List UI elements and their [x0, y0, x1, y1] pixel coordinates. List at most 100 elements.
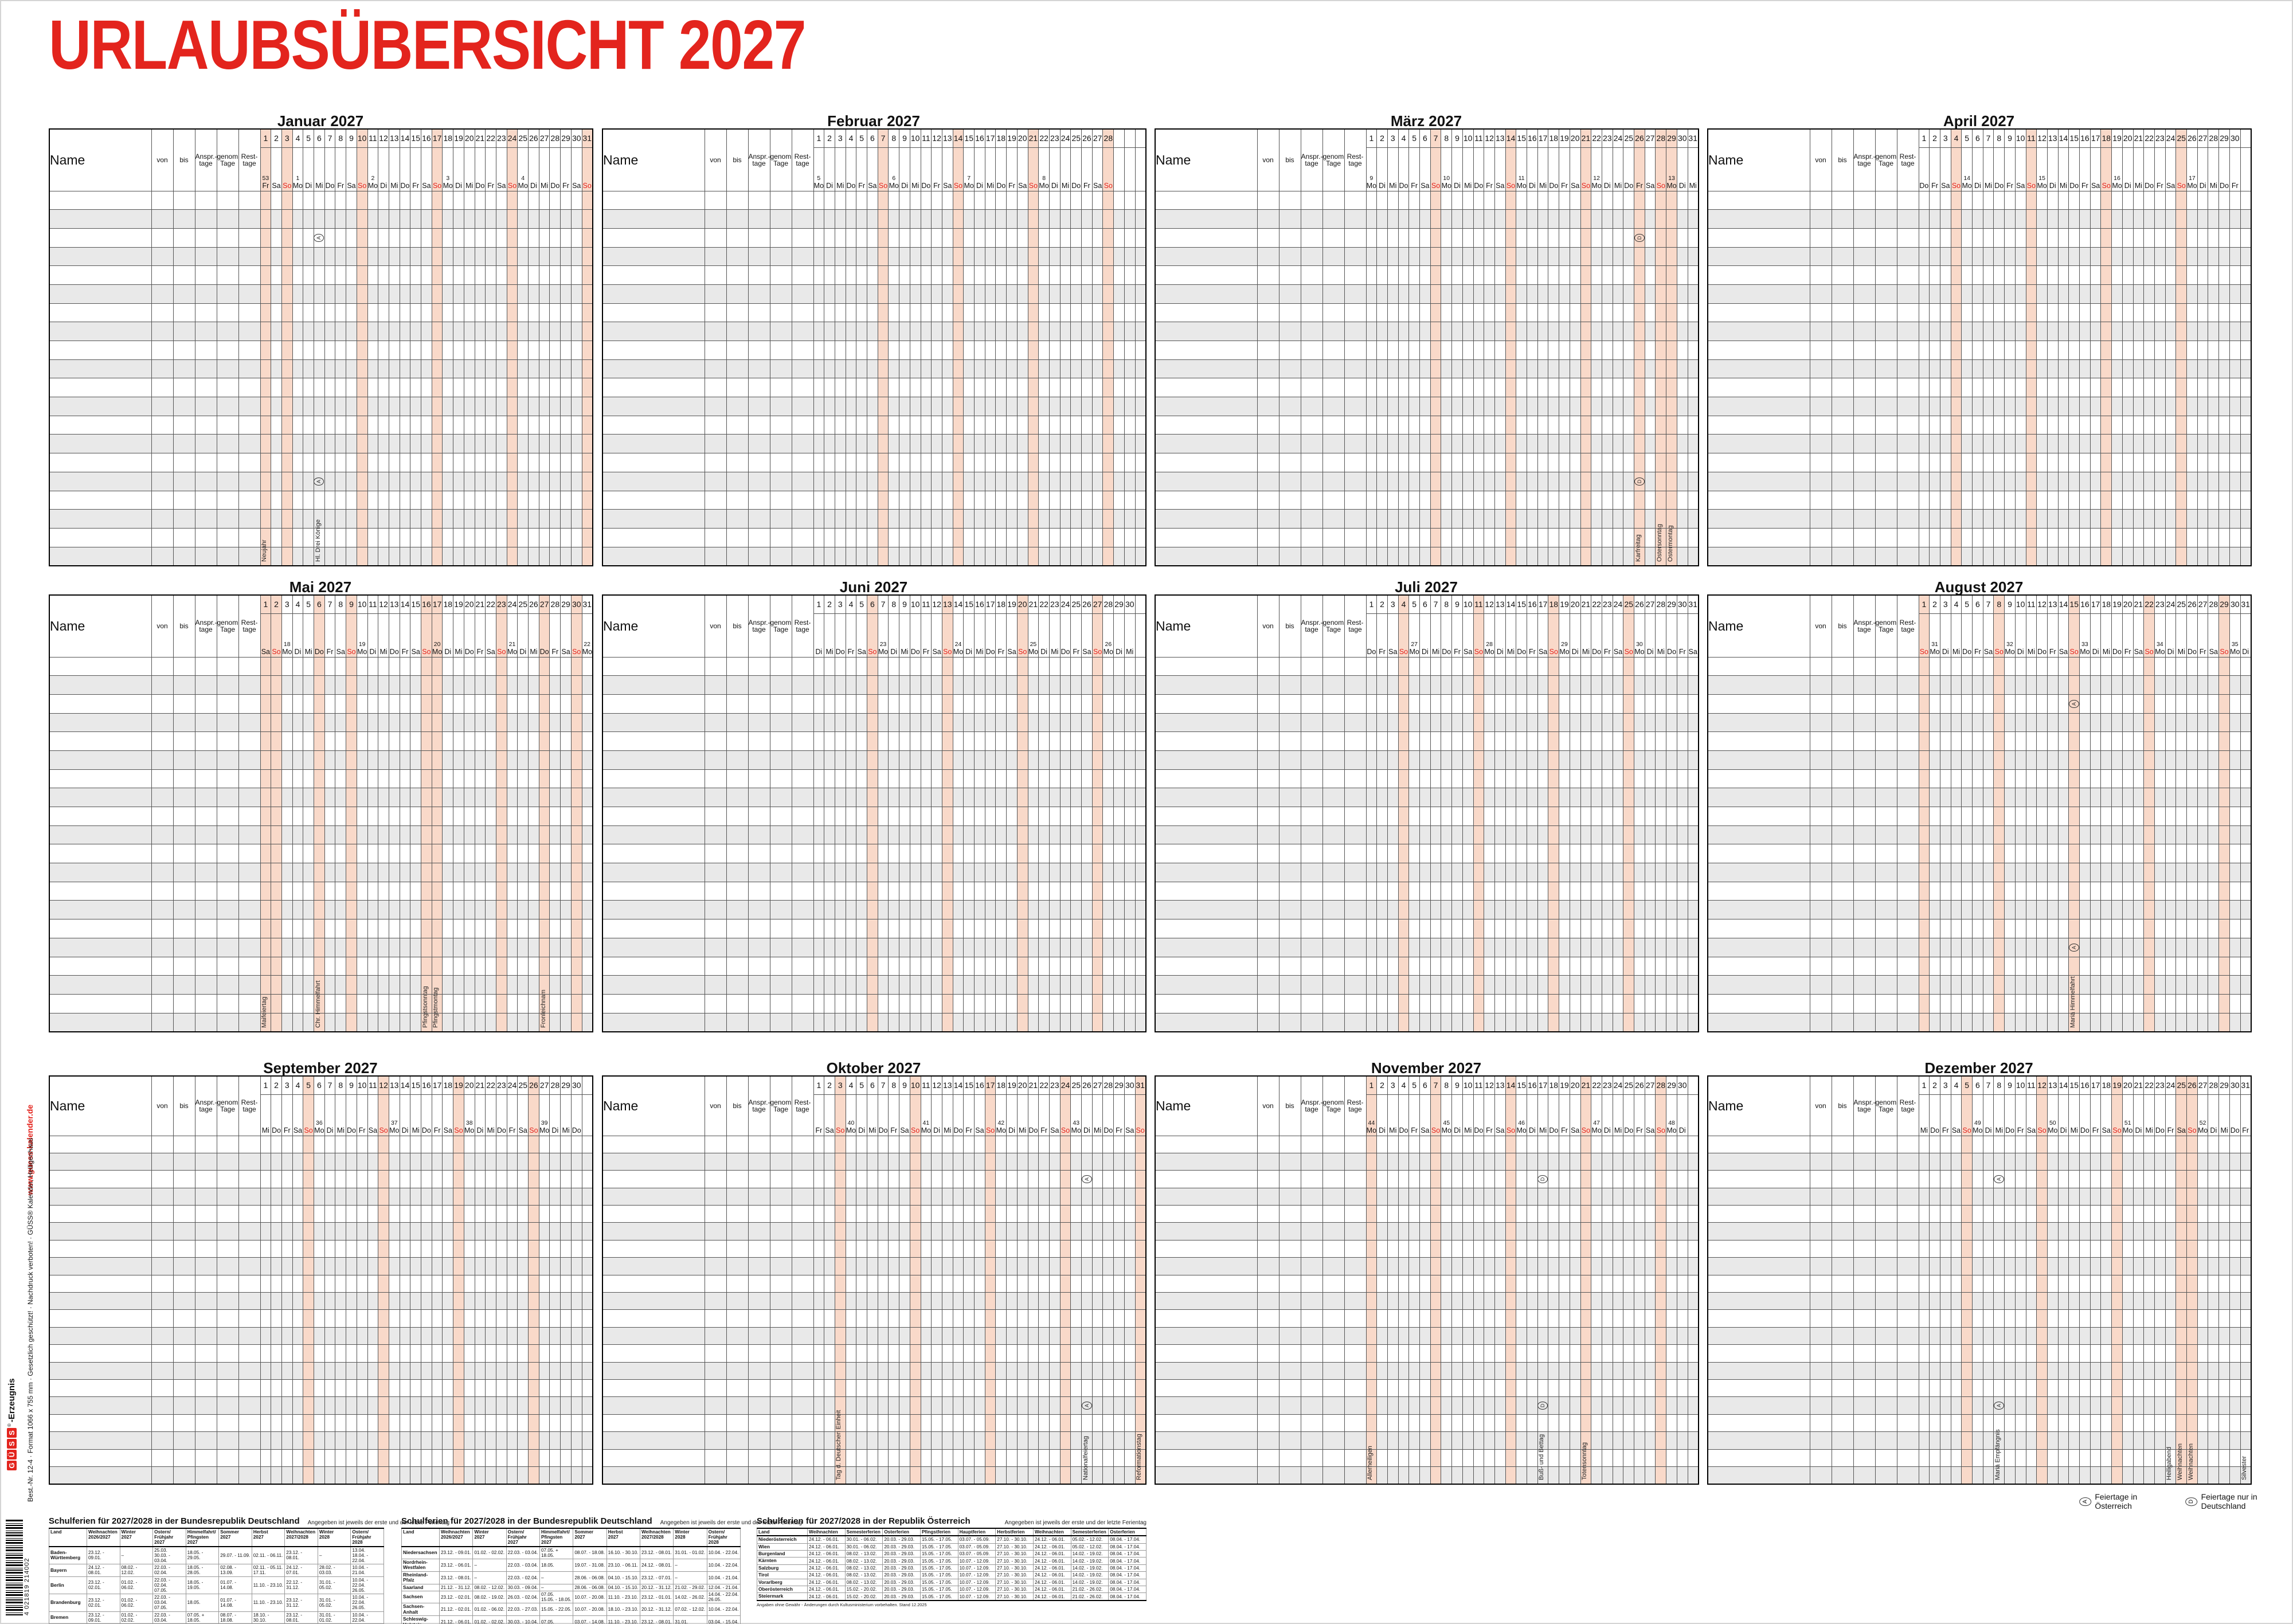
vacation-day-cell[interactable]: [1027, 284, 1039, 304]
vacation-day-cell[interactable]: [538, 415, 550, 435]
vacation-day-cell[interactable]: [824, 900, 835, 920]
employee-name-cell[interactable]: [602, 359, 705, 379]
vacation-day-cell[interactable]: [463, 341, 475, 360]
vacation-day-cell[interactable]: [581, 509, 593, 529]
vacation-day-cell[interactable]: [2014, 322, 2026, 341]
vacation-day-cell[interactable]: [941, 694, 953, 714]
vacation-day-cell[interactable]: [1027, 527, 1039, 547]
vacation-day-cell[interactable]: [399, 656, 411, 676]
vacation-day-cell[interactable]: [1124, 490, 1136, 510]
vacation-day-cell[interactable]: [538, 397, 550, 416]
vacation-summary-cell[interactable]: [1300, 265, 1323, 285]
vacation-day-cell[interactable]: [2068, 246, 2080, 267]
vacation-summary-cell[interactable]: [173, 713, 195, 733]
vacation-day-cell[interactable]: [856, 731, 868, 751]
vacation-summary-cell[interactable]: [216, 546, 239, 566]
vacation-day-cell[interactable]: [2165, 509, 2177, 529]
vacation-day-cell[interactable]: [1612, 228, 1624, 248]
vacation-day-cell[interactable]: [335, 397, 347, 416]
vacation-day-cell[interactable]: [356, 303, 368, 323]
vacation-day-cell[interactable]: [410, 956, 422, 976]
employee-name-cell[interactable]: [1155, 209, 1258, 229]
vacation-day-cell[interactable]: [1961, 527, 1973, 547]
vacation-day-cell[interactable]: [346, 190, 357, 210]
vacation-day-cell[interactable]: [421, 209, 432, 229]
vacation-summary-cell[interactable]: [194, 509, 217, 529]
vacation-day-cell[interactable]: [845, 807, 857, 826]
vacation-day-cell[interactable]: [324, 825, 336, 845]
vacation-day-cell[interactable]: [1124, 769, 1136, 789]
vacation-day-cell[interactable]: [1091, 656, 1104, 676]
vacation-day-cell[interactable]: [1059, 415, 1071, 435]
vacation-day-cell[interactable]: [1961, 322, 1973, 341]
vacation-day-cell[interactable]: [1376, 675, 1388, 695]
vacation-summary-cell[interactable]: [791, 881, 814, 901]
vacation-day-cell[interactable]: [1462, 471, 1474, 491]
vacation-summary-cell[interactable]: [791, 731, 814, 751]
vacation-day-cell[interactable]: [2229, 490, 2241, 510]
vacation-day-cell[interactable]: [2068, 303, 2080, 323]
employee-name-cell[interactable]: [1707, 341, 1810, 360]
employee-name-cell[interactable]: [49, 453, 152, 472]
vacation-day-cell[interactable]: [378, 378, 389, 398]
vacation-day-cell[interactable]: [813, 303, 825, 323]
vacation-day-cell[interactable]: [1124, 975, 1136, 995]
vacation-day-cell[interactable]: [346, 863, 357, 882]
vacation-day-cell[interactable]: [2229, 265, 2241, 285]
vacation-day-cell[interactable]: [1441, 284, 1453, 304]
vacation-day-cell[interactable]: [506, 694, 518, 714]
vacation-summary-cell[interactable]: [1278, 378, 1301, 398]
vacation-day-cell[interactable]: [877, 993, 889, 1013]
vacation-day-cell[interactable]: [1398, 209, 1410, 229]
vacation-day-cell[interactable]: [517, 675, 529, 695]
vacation-day-cell[interactable]: [2208, 246, 2220, 267]
vacation-day-cell[interactable]: [485, 415, 496, 435]
vacation-day-cell[interactable]: [2047, 190, 2059, 210]
vacation-day-cell[interactable]: [1134, 863, 1146, 882]
vacation-day-cell[interactable]: [1494, 303, 1506, 323]
vacation-day-cell[interactable]: [2154, 471, 2166, 491]
vacation-day-cell[interactable]: [453, 471, 464, 491]
vacation-day-cell[interactable]: [560, 750, 572, 770]
vacation-summary-cell[interactable]: [1831, 228, 1854, 248]
vacation-day-cell[interactable]: [1038, 694, 1050, 714]
vacation-summary-cell[interactable]: [1257, 359, 1279, 379]
vacation-summary-cell[interactable]: [769, 246, 792, 267]
vacation-day-cell[interactable]: [474, 527, 486, 547]
vacation-day-cell[interactable]: [367, 863, 379, 882]
vacation-day-cell[interactable]: [1666, 303, 1677, 323]
vacation-day-cell[interactable]: [1644, 341, 1656, 360]
vacation-day-cell[interactable]: [292, 246, 304, 267]
vacation-day-cell[interactable]: [281, 825, 293, 845]
vacation-day-cell[interactable]: [378, 471, 389, 491]
vacation-day-cell[interactable]: [1462, 509, 1474, 529]
vacation-day-cell[interactable]: [388, 265, 400, 285]
vacation-day-cell[interactable]: [984, 731, 996, 751]
vacation-day-cell[interactable]: [941, 509, 953, 529]
vacation-day-cell[interactable]: [346, 731, 357, 751]
vacation-summary-cell[interactable]: [238, 844, 261, 864]
vacation-day-cell[interactable]: [2025, 322, 2037, 341]
vacation-day-cell[interactable]: [431, 731, 443, 751]
vacation-day-cell[interactable]: [1408, 397, 1421, 416]
vacation-day-cell[interactable]: [1419, 415, 1431, 435]
vacation-day-cell[interactable]: [920, 1012, 932, 1032]
vacation-day-cell[interactable]: [813, 919, 825, 938]
vacation-summary-cell[interactable]: [704, 546, 727, 566]
vacation-day-cell[interactable]: [2122, 471, 2134, 491]
vacation-day-cell[interactable]: [1623, 190, 1635, 210]
vacation-day-cell[interactable]: [2047, 246, 2059, 267]
employee-name-cell[interactable]: [49, 844, 152, 864]
vacation-day-cell[interactable]: [463, 1012, 475, 1032]
vacation-day-cell[interactable]: [1666, 509, 1677, 529]
vacation-day-cell[interactable]: [1950, 228, 1962, 248]
vacation-day-cell[interactable]: [1016, 825, 1028, 845]
vacation-summary-cell[interactable]: [704, 975, 727, 995]
vacation-summary-cell[interactable]: [238, 713, 261, 733]
vacation-day-cell[interactable]: [495, 656, 507, 676]
vacation-day-cell[interactable]: [1982, 453, 1994, 472]
vacation-day-cell[interactable]: [867, 844, 878, 864]
vacation-day-cell[interactable]: [877, 509, 889, 529]
employee-name-cell[interactable]: [1155, 246, 1258, 267]
vacation-day-cell[interactable]: [1091, 769, 1104, 789]
